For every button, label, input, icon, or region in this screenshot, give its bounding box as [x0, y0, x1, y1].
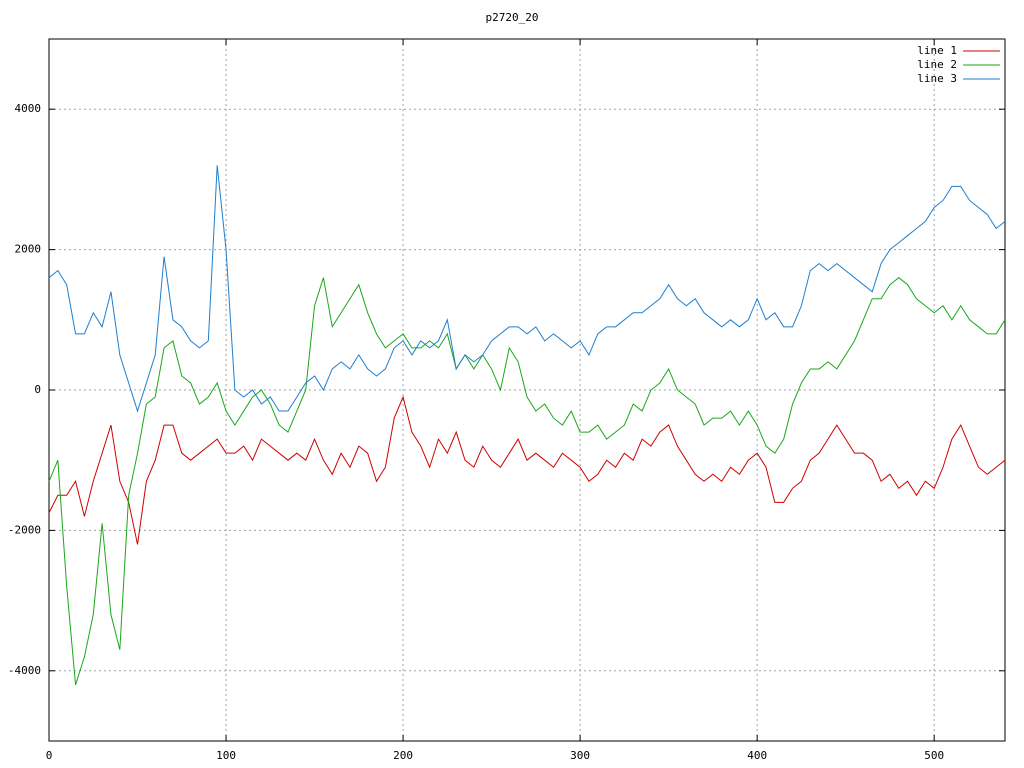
legend-label: line 3 — [917, 72, 957, 85]
x-tick-label: 200 — [393, 749, 413, 762]
legend-label: line 2 — [917, 58, 957, 71]
y-tick-label: 4000 — [15, 102, 42, 115]
x-tick-label: 400 — [747, 749, 767, 762]
series-line — [48, 165, 1006, 413]
series-line — [48, 277, 1006, 685]
legend-label: line 1 — [917, 44, 957, 57]
x-tick-label: 100 — [216, 749, 236, 762]
y-tick-label: 0 — [34, 383, 41, 396]
y-tick-label: -2000 — [8, 523, 41, 536]
x-tick-label: 300 — [570, 749, 590, 762]
y-tick-label: 2000 — [15, 243, 42, 256]
plot-border — [48, 38, 1006, 742]
x-tick-label: 0 — [46, 749, 53, 762]
series-line — [48, 395, 1006, 545]
x-tick-label: 500 — [924, 749, 944, 762]
chart-title: p2720_20 — [486, 11, 539, 24]
y-tick-label: -4000 — [8, 664, 41, 677]
